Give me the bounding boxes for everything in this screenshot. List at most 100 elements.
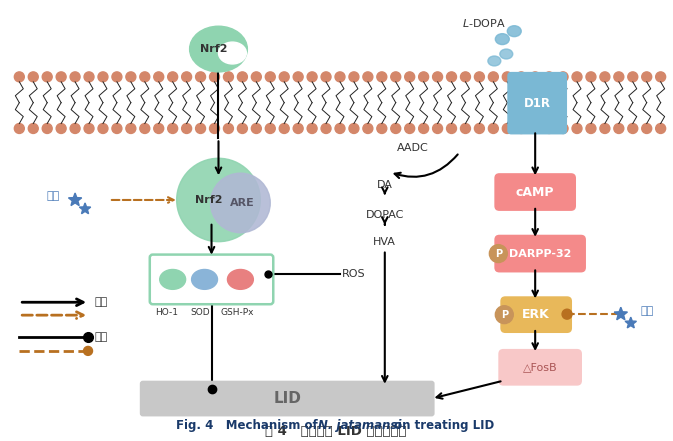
FancyBboxPatch shape (495, 173, 576, 211)
Circle shape (433, 123, 443, 134)
Circle shape (433, 72, 443, 82)
Circle shape (168, 72, 178, 82)
FancyBboxPatch shape (150, 254, 273, 304)
Ellipse shape (219, 42, 246, 64)
Circle shape (516, 123, 526, 134)
Circle shape (460, 72, 470, 82)
Circle shape (28, 72, 38, 82)
Circle shape (70, 72, 80, 82)
Circle shape (265, 72, 275, 82)
Circle shape (251, 123, 261, 134)
Circle shape (600, 123, 610, 134)
Circle shape (391, 123, 400, 134)
Circle shape (223, 123, 234, 134)
Circle shape (530, 72, 540, 82)
Circle shape (349, 72, 359, 82)
Polygon shape (625, 317, 637, 328)
Text: DOPAC: DOPAC (365, 210, 404, 220)
Circle shape (419, 123, 429, 134)
Text: P: P (495, 249, 502, 258)
Circle shape (349, 123, 359, 134)
Circle shape (168, 123, 178, 134)
Circle shape (153, 72, 164, 82)
Text: Nrf2: Nrf2 (200, 44, 227, 54)
Circle shape (42, 123, 52, 134)
Circle shape (211, 173, 271, 233)
FancyBboxPatch shape (500, 296, 572, 333)
Circle shape (176, 158, 260, 242)
Circle shape (586, 72, 596, 82)
Text: DA: DA (377, 180, 393, 190)
Circle shape (447, 72, 456, 82)
Circle shape (293, 72, 303, 82)
Text: ARE: ARE (230, 198, 255, 208)
Text: HO-1: HO-1 (155, 308, 178, 317)
Circle shape (14, 72, 24, 82)
Circle shape (196, 72, 205, 82)
Circle shape (642, 123, 651, 134)
Text: △FosB: △FosB (523, 363, 557, 372)
Circle shape (614, 123, 624, 134)
Circle shape (98, 72, 108, 82)
Circle shape (586, 123, 596, 134)
Circle shape (321, 72, 331, 82)
Text: 图 4   甘松治疗 LID 的具体机制: 图 4 甘松治疗 LID 的具体机制 (265, 425, 406, 438)
Ellipse shape (488, 56, 501, 66)
Circle shape (628, 123, 638, 134)
Circle shape (182, 72, 192, 82)
Polygon shape (614, 307, 627, 320)
Text: D1R: D1R (524, 97, 551, 110)
Text: $\it{L}$-DOPA: $\it{L}$-DOPA (462, 17, 506, 29)
Circle shape (335, 72, 345, 82)
Circle shape (562, 309, 572, 319)
Circle shape (502, 123, 512, 134)
Text: Fig. 4   Mechanism of: Fig. 4 Mechanism of (176, 419, 322, 432)
Circle shape (460, 123, 470, 134)
Ellipse shape (495, 34, 509, 45)
Circle shape (98, 123, 108, 134)
Circle shape (419, 72, 429, 82)
Circle shape (572, 72, 582, 82)
Circle shape (321, 123, 331, 134)
Polygon shape (69, 193, 81, 206)
Text: cAMP: cAMP (516, 186, 555, 198)
Text: DARPP-32: DARPP-32 (509, 249, 571, 258)
Circle shape (489, 72, 498, 82)
Circle shape (251, 72, 261, 82)
Text: ROS: ROS (342, 269, 365, 280)
Circle shape (14, 123, 24, 134)
Ellipse shape (192, 269, 217, 289)
Text: 抑制: 抑制 (94, 332, 107, 342)
Circle shape (544, 72, 554, 82)
Text: HVA: HVA (374, 237, 396, 247)
Circle shape (182, 123, 192, 134)
Circle shape (377, 123, 387, 134)
Circle shape (335, 123, 345, 134)
Circle shape (238, 123, 248, 134)
Circle shape (196, 123, 205, 134)
Circle shape (84, 123, 94, 134)
Circle shape (42, 72, 52, 82)
FancyBboxPatch shape (495, 235, 586, 273)
Circle shape (628, 72, 638, 82)
Text: 甘松: 甘松 (640, 306, 653, 316)
Circle shape (447, 123, 456, 134)
Circle shape (404, 123, 415, 134)
Polygon shape (79, 203, 91, 214)
Circle shape (307, 72, 317, 82)
Circle shape (502, 72, 512, 82)
Circle shape (209, 72, 219, 82)
Circle shape (70, 123, 80, 134)
Circle shape (404, 72, 415, 82)
FancyBboxPatch shape (140, 381, 435, 416)
Circle shape (153, 123, 164, 134)
Circle shape (489, 245, 507, 262)
Circle shape (558, 123, 568, 134)
Circle shape (238, 72, 248, 82)
Circle shape (391, 72, 400, 82)
Text: AADC: AADC (397, 143, 429, 153)
Text: SOD: SOD (190, 308, 211, 317)
Circle shape (530, 123, 540, 134)
Circle shape (84, 72, 94, 82)
Ellipse shape (227, 269, 253, 289)
